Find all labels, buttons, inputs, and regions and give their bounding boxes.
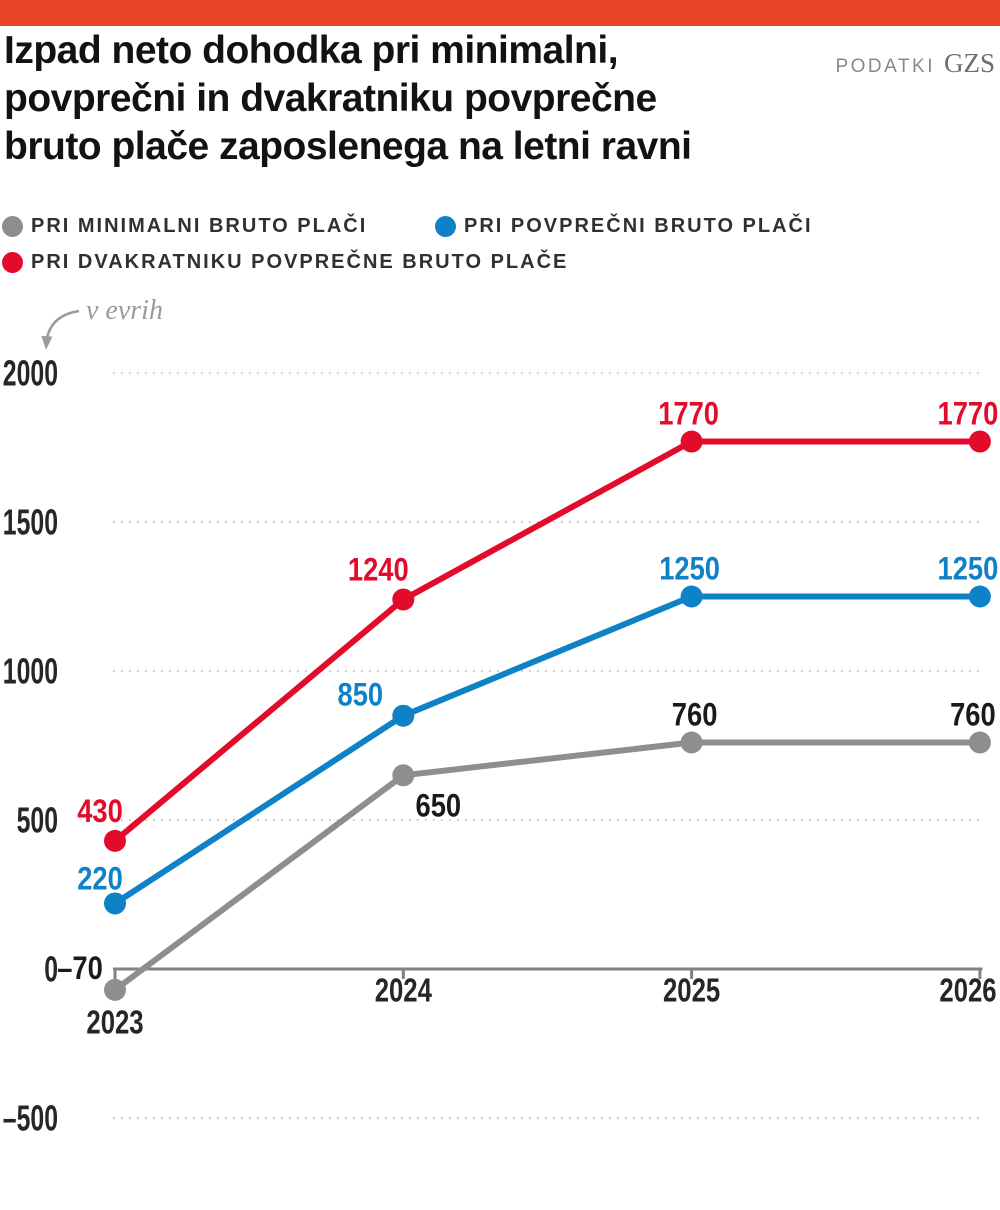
legend-item-povprecni: PRI POVPREČNI BRUTO PLAČI (435, 215, 813, 237)
y-tick-label: –500 (3, 1098, 58, 1139)
curved-arrow-head-icon (41, 336, 53, 350)
x-tick-label: 2023 (86, 1004, 143, 1041)
data-source: PODATKI GZS (835, 48, 995, 79)
data-label: 430 (77, 793, 123, 829)
data-label: 760 (672, 697, 718, 733)
accent-bar (0, 0, 1000, 26)
data-point (104, 829, 126, 852)
legend-dot-3 (2, 251, 23, 273)
data-label: –70 (57, 950, 103, 986)
legend-label-povprecni: PRI POVPREČNI BRUTO PLAČI (464, 214, 813, 237)
legend-item-minimalni: PRI MINIMALNI BRUTO PLAČI (2, 215, 367, 237)
data-point (968, 430, 991, 453)
title-line-1: Izpad neto dohodka pri minimalni, (4, 29, 619, 72)
data-point (680, 585, 703, 608)
data-point (968, 731, 991, 754)
data-point (104, 978, 126, 1001)
x-tick-label: 2026 (939, 972, 996, 1009)
title-line-2: povprečni in dvakratniku povprečne (4, 77, 657, 120)
legend-label-dvakratnik: PRI DVAKRATNIKU POVPREČNE BRUTO PLAČE (31, 250, 569, 273)
data-label: 1770 (938, 396, 999, 432)
data-point (680, 430, 703, 453)
data-point (968, 585, 991, 608)
x-tick-label: 2025 (663, 972, 720, 1009)
data-label: 760 (950, 697, 996, 733)
y-tick-label: 500 (17, 800, 58, 841)
data-label: 650 (416, 787, 462, 823)
data-point (680, 731, 703, 754)
source-organization: GZS (943, 48, 995, 78)
series-line (112, 438, 983, 844)
y-axis-unit-label: v evrih (86, 295, 163, 326)
data-point (104, 892, 126, 915)
source-label: PODATKI (835, 56, 935, 77)
y-tick-label: 1500 (3, 502, 58, 543)
data-label: 1250 (938, 551, 999, 587)
series-line (112, 739, 983, 993)
data-point (392, 588, 415, 611)
series-line (112, 593, 983, 907)
data-label: 1250 (659, 551, 720, 587)
data-label: 1240 (348, 551, 409, 587)
x-tick-label: 2024 (375, 972, 433, 1009)
y-tick-label: 0 (44, 949, 58, 990)
data-label: 220 (77, 860, 123, 896)
legend-dot-1 (2, 215, 23, 237)
data-point (392, 764, 415, 787)
data-point (392, 704, 415, 727)
data-label: 850 (338, 677, 384, 713)
data-label: 1770 (658, 396, 719, 432)
legend-label-minimalni: PRI MINIMALNI BRUTO PLAČI (31, 214, 368, 237)
y-tick-label: 2000 (3, 353, 58, 394)
curved-arrow-icon (45, 309, 80, 339)
y-tick-label: 1000 (3, 651, 58, 692)
title-line-3: bruto plače zaposlenega na letni ravni (4, 125, 692, 168)
page-title: Izpad neto dohodka pri minimalni, povpre… (4, 27, 844, 171)
legend-item-dvakratnik: PRI DVAKRATNIKU POVPREČNE BRUTO PLAČE (2, 251, 568, 273)
legend-dot-2 (435, 215, 456, 237)
